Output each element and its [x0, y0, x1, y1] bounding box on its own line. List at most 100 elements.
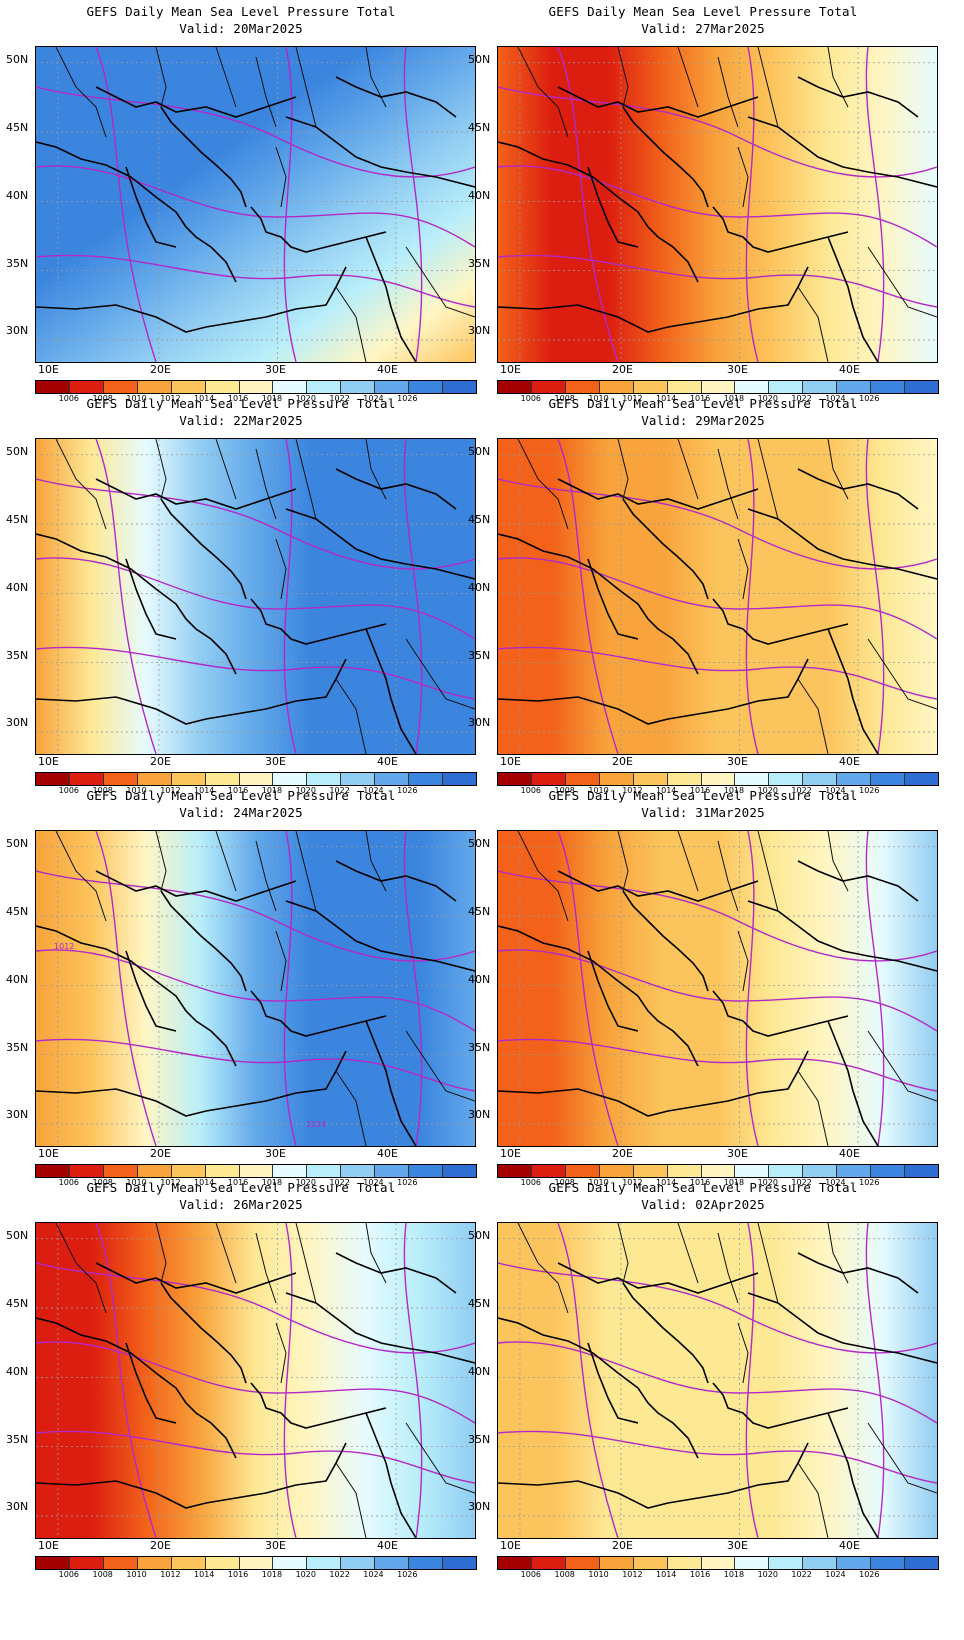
coastline — [36, 925, 237, 1067]
colorbar-swatch — [239, 773, 274, 785]
colorbar-swatch — [171, 1165, 206, 1177]
country-border — [517, 439, 569, 530]
colorbar-label: 1018 — [261, 1178, 283, 1187]
country-border — [717, 448, 739, 520]
coastline — [160, 890, 247, 992]
latitude-tick-label: 35N — [468, 1041, 491, 1054]
country-border — [797, 678, 829, 754]
coastline — [285, 900, 475, 972]
pressure-map — [497, 1222, 938, 1539]
coastline — [557, 86, 759, 118]
colorbar-swatch — [803, 381, 838, 393]
colorbar-swatch — [171, 773, 206, 785]
colorbar-swatch — [803, 1557, 838, 1569]
colorbar-swatch — [871, 1557, 906, 1569]
colorbar-label: 1018 — [723, 1570, 745, 1579]
colorbar-swatch — [701, 1557, 736, 1569]
colorbar-swatch — [341, 381, 376, 393]
longitude-tick-label: 20E — [150, 1147, 171, 1160]
longitude-tick-label: 30E — [727, 1147, 748, 1160]
country-border — [737, 538, 749, 600]
colorbar-label: 1024 — [363, 1178, 384, 1187]
country-border — [677, 47, 699, 108]
colorbar-label: 1014 — [656, 1178, 677, 1187]
colorbar-label: 1006 — [58, 786, 80, 795]
colorbar-label: 1012 — [160, 786, 181, 795]
country-border — [255, 448, 277, 520]
longitude-tick-label: 40E — [377, 1539, 398, 1552]
colorbar-label: 1010 — [126, 1178, 147, 1187]
colorbar-label: 1006 — [520, 786, 542, 795]
country-border — [155, 439, 167, 500]
colorbar-swatch — [735, 1557, 770, 1569]
colorbar-swatch — [769, 381, 804, 393]
colorbar-label: 1010 — [588, 1570, 609, 1579]
colorbar-swatch — [375, 773, 410, 785]
colorbar-label: 1012 — [622, 1178, 643, 1187]
colorbar — [35, 1556, 477, 1570]
map-canvas: 1012 1024 — [36, 831, 475, 1146]
country-border — [617, 1223, 629, 1284]
panel-valid-date: Valid: 02Apr2025 — [641, 1197, 765, 1212]
colorbar-swatch — [341, 1165, 376, 1177]
latitude-tick-label: 45N — [6, 1297, 29, 1310]
colorbar-swatch — [837, 381, 872, 393]
latitude-tick-label: 50N — [468, 445, 491, 458]
colorbar-swatch — [409, 381, 444, 393]
country-border — [295, 47, 317, 128]
colorbar-label: 1022 — [329, 394, 350, 403]
colorbar-swatch — [905, 773, 938, 785]
pressure-field — [498, 47, 937, 362]
coastline — [557, 1262, 759, 1294]
latitude-tick-label: 40N — [6, 1365, 29, 1378]
colorbar — [497, 380, 939, 394]
colorbar-swatch — [69, 1557, 104, 1569]
colorbar-label: 1018 — [261, 394, 283, 403]
isobar-line — [745, 439, 759, 754]
isobar-line — [36, 949, 475, 1032]
colorbar-label: 1008 — [92, 394, 113, 403]
latitude-tick-label: 40N — [6, 973, 29, 986]
coastline — [622, 1282, 709, 1384]
colorbar-swatch — [443, 1165, 476, 1177]
country-border — [55, 1223, 107, 1314]
isobar-line — [36, 165, 475, 248]
isobar-line — [36, 1262, 475, 1354]
colorbar-label: 1008 — [92, 1570, 113, 1579]
colorbar-label: 1014 — [194, 1570, 215, 1579]
country-border — [335, 1070, 367, 1146]
coastline — [498, 658, 809, 725]
pressure-map — [497, 46, 938, 363]
colorbar-label: 1014 — [194, 1178, 215, 1187]
isobar-line — [557, 831, 619, 1146]
coastline — [335, 1252, 457, 1294]
coastline — [498, 1050, 809, 1117]
colorbar-label: 1022 — [791, 1178, 812, 1187]
longitude-tick-label: 40E — [377, 1147, 398, 1160]
panel-title: GEFS Daily Mean Sea Level Pressure Total — [548, 1180, 858, 1195]
colorbar-label: 1016 — [227, 1570, 249, 1579]
colorbar-label: 1020 — [757, 786, 778, 795]
longitude-tick-label: 10E — [38, 1147, 59, 1160]
colorbar-label: 1016 — [227, 1178, 249, 1187]
coastline — [285, 1292, 475, 1364]
country-border — [215, 1223, 237, 1284]
latitude-tick-label: 35N — [468, 649, 491, 662]
country-border — [867, 1422, 937, 1494]
colorbar — [35, 380, 477, 394]
latitude-tick-label: 45N — [468, 121, 491, 134]
coastline — [797, 468, 919, 510]
pressure-map — [35, 46, 476, 363]
colorbar-label: 1010 — [126, 394, 147, 403]
map-canvas — [36, 47, 475, 362]
coastline — [365, 1020, 417, 1146]
isobar-line — [498, 1262, 937, 1354]
country-border — [155, 47, 167, 108]
coastline — [250, 990, 387, 1037]
country-border — [797, 286, 829, 362]
coastline — [365, 1412, 417, 1538]
colorbar-label: 1006 — [58, 394, 80, 403]
colorbar-label: 1026 — [859, 394, 880, 403]
colorbar-swatch — [103, 1557, 138, 1569]
colorbar-swatch — [565, 1557, 600, 1569]
